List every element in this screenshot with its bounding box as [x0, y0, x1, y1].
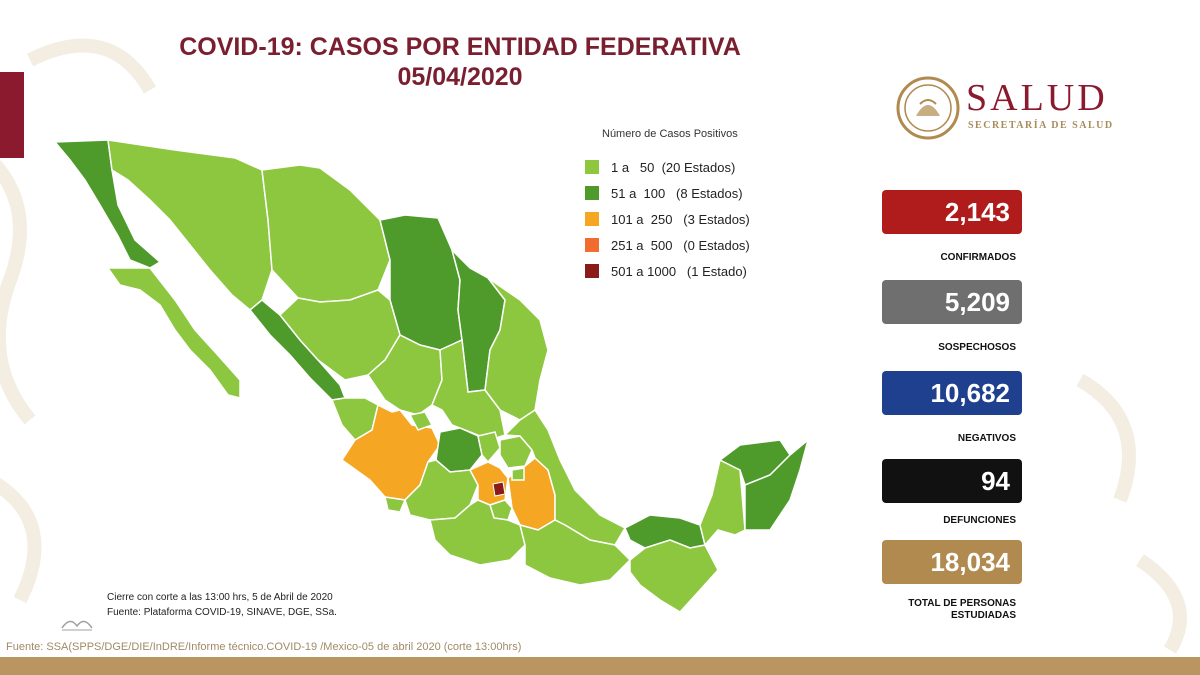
confirmed-label: CONFIRMADOS — [940, 252, 1016, 263]
mexico-seal-icon — [896, 76, 960, 140]
page-title: COVID-19: CASOS POR ENTIDAD FEDERATIVA 0… — [120, 32, 800, 92]
legend-label: 251 a 500 (0 Estados) — [611, 237, 750, 253]
state-guerrero — [429, 499, 526, 566]
title-date: 05/04/2020 — [397, 63, 523, 91]
legend-item: 1 a 50 (20 Estados) — [585, 154, 805, 180]
state-aguascalientes — [408, 411, 434, 431]
negative-count: 10,682 — [930, 378, 1010, 408]
deaths-count-box: 94 — [882, 459, 1022, 503]
title-line-1: COVID-19: CASOS POR ENTIDAD FEDERATIVA — [179, 33, 741, 61]
state-chiapas — [629, 539, 719, 613]
suspected-count: 5,209 — [944, 287, 1010, 317]
state-queretaro — [477, 431, 501, 464]
total-studied-label: TOTAL DE PERSONAS ESTUDIADAS — [908, 598, 1016, 621]
logo-word: SALUD — [966, 77, 1108, 119]
legend-swatch — [585, 160, 599, 174]
total-studied-count-box: 18,034 — [882, 540, 1022, 584]
state-sonora — [107, 139, 273, 311]
accent-bar — [0, 72, 24, 158]
mexico-map — [53, 139, 810, 613]
deaths-label: DEFUNCIONES — [943, 515, 1016, 526]
logo-subtitle: SECRETARÍA DE SALUD — [968, 120, 1114, 131]
suspected-label: SOSPECHOSOS — [938, 342, 1016, 353]
confirmed-count: 2,143 — [944, 197, 1010, 227]
legend-swatch — [585, 212, 599, 226]
state-quintana-roo — [744, 437, 810, 531]
state-baja-california-sur — [106, 267, 241, 399]
salud-logo: SALUD SECRETARÍA DE SALUD — [896, 76, 1136, 140]
state-campeche — [699, 458, 746, 547]
legend-label: 501 a 1000 (1 Estado) — [611, 263, 747, 279]
legend-item: 51 a 100 (8 Estados) — [585, 180, 805, 206]
legend-label: 101 a 250 (3 Estados) — [611, 211, 750, 227]
legend-label: 1 a 50 (20 Estados) — [611, 159, 736, 175]
cutoff-note: Cierre con corte a las 13:00 hrs, 5 de A… — [107, 592, 333, 603]
state-cdmx — [492, 481, 506, 497]
negative-label: NEGATIVOS — [957, 433, 1016, 444]
source-caption: Fuente: SSA(SPPS/DGE/DIE/InDRE/Informe t… — [6, 641, 522, 653]
state-tlaxcala — [511, 467, 525, 481]
state-sinaloa — [248, 299, 347, 401]
state-colima — [384, 496, 407, 513]
institution-logo-icon — [61, 620, 93, 631]
bottom-bar — [0, 657, 1200, 675]
legend-swatch — [585, 186, 599, 200]
legend-label: 51 a 100 (8 Estados) — [611, 185, 743, 201]
legend-title: Número de Casos Positivos — [602, 128, 738, 140]
source-note: Fuente: Plataforma COVID-19, SINAVE, DGE… — [107, 607, 337, 618]
legend-swatch — [585, 264, 599, 278]
suspected-count-box: 5,209 — [882, 280, 1022, 324]
legend-item: 251 a 500 (0 Estados) — [585, 232, 805, 258]
negative-count-box: 10,682 — [882, 371, 1022, 415]
legend-swatch — [585, 238, 599, 252]
map-legend: Número de Casos Positivos 1 a 50 (20 Est… — [585, 128, 805, 284]
deaths-count: 94 — [981, 466, 1010, 496]
confirmed-count-box: 2,143 — [882, 190, 1022, 234]
legend-item: 101 a 250 (3 Estados) — [585, 206, 805, 232]
total-studied-count: 18,034 — [930, 547, 1010, 577]
state-chihuahua — [261, 164, 391, 303]
legend-item: 501 a 1000 (1 Estado) — [585, 258, 805, 284]
